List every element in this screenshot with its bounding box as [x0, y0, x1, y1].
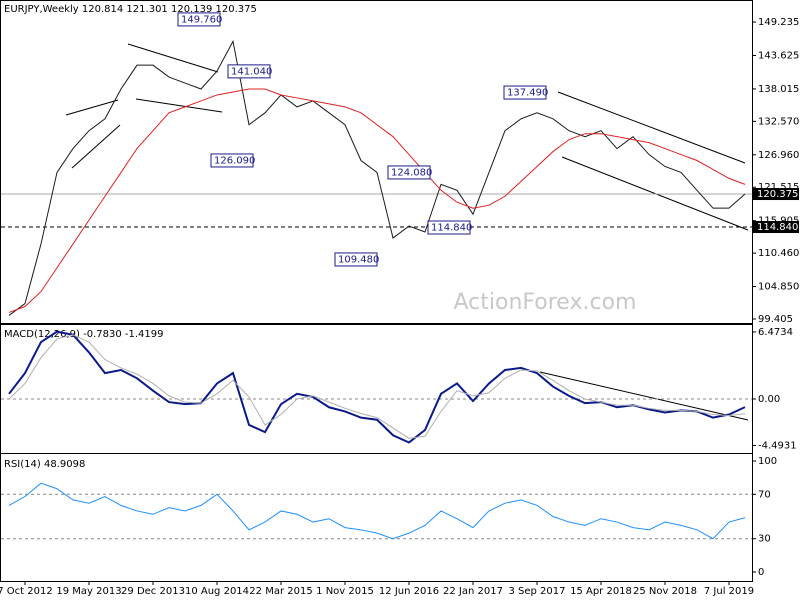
annotation-box: [210, 153, 254, 168]
price-box: [753, 188, 799, 201]
series-line: [8, 482, 746, 540]
macd-title: MACD(12,26,9) -0.7830 -1.4199: [4, 329, 164, 340]
x-tick-label: 29 Dec 2013: [121, 586, 185, 597]
trendline: [127, 43, 219, 73]
annotation-label: 114.840: [431, 223, 472, 234]
watermark: ActionForex.com: [454, 290, 637, 315]
x-tick-label: 7 Jul 2019: [704, 586, 754, 597]
annotation-label: 109.480: [338, 254, 379, 265]
annotation-box: [503, 85, 547, 100]
y-tick-label: 0: [758, 567, 764, 578]
price-frame: [0, 0, 753, 324]
annotation-box: [387, 165, 431, 180]
trendline: [71, 124, 121, 169]
series-line: [8, 88, 746, 313]
x-tick-label: 10 Aug 2014: [185, 586, 249, 597]
series-line: [8, 39, 746, 316]
annotation-box: [227, 64, 271, 79]
y-tick-label: 100: [758, 456, 777, 467]
y-tick-label: 99.405: [758, 314, 793, 325]
annotation-box: [427, 220, 471, 235]
y-tick-label: 149.235: [758, 17, 799, 28]
x-tick-label: 7 Oct 2012: [0, 586, 53, 597]
x-tick-label: 22 Jan 2017: [443, 586, 503, 597]
series-line: [8, 334, 746, 439]
y-tick-label: 143.625: [758, 50, 799, 61]
price-box: [753, 221, 799, 234]
x-tick-label: 3 Sep 2017: [508, 586, 565, 597]
trendline: [135, 98, 223, 113]
annotation-box: [334, 252, 378, 267]
x-tick-label: 15 Apr 2018: [570, 586, 632, 597]
y-tick-label: 30: [758, 534, 771, 545]
y-tick-label: 6.4734: [758, 327, 793, 338]
y-tick-label: 104.850: [758, 282, 799, 293]
annotation-label: 126.090: [214, 155, 255, 166]
rsi-frame: [0, 453, 753, 582]
frames: [0, 0, 753, 582]
annotation-label: 137.490: [507, 88, 548, 99]
y-tick-label: 138.015: [758, 84, 799, 95]
y-tick-label: 121.515: [758, 182, 799, 193]
y-tick-label: -4.4931: [758, 441, 797, 452]
x-tick-label: 22 Mar 2015: [249, 586, 312, 597]
trendline: [65, 99, 119, 116]
trendline: [561, 156, 749, 231]
trendline: [557, 91, 746, 164]
y-tick-label: 126.960: [758, 150, 799, 161]
x-tick-label: 12 Jun 2016: [379, 586, 439, 597]
y-tick-label: 132.570: [758, 116, 799, 127]
chart-title: EURJPY,Weekly 120.814 121.301 120.139 12…: [4, 4, 257, 15]
annotation-label: 124.080: [391, 167, 432, 178]
y-tick-label: 0.00: [758, 394, 780, 405]
x-tick-label: 1 Nov 2015: [316, 586, 374, 597]
price-box-label: 114.840: [757, 222, 798, 233]
x-tick-label: 25 Nov 2018: [633, 586, 697, 597]
y-tick-label: 70: [758, 489, 771, 500]
price-box-label: 120.375: [757, 189, 798, 200]
y-tick-label: 110.460: [758, 248, 799, 259]
x-tick-label: 19 May 2013: [56, 586, 121, 597]
rsi-title: RSI(14) 48.9098: [4, 459, 85, 470]
series-line: [8, 330, 746, 444]
annotation-label: 149.760: [181, 14, 222, 25]
annotation-label: 141.040: [231, 66, 272, 77]
annotation-box: [177, 12, 221, 27]
trendlines: [65, 43, 749, 421]
trendline: [539, 371, 749, 421]
